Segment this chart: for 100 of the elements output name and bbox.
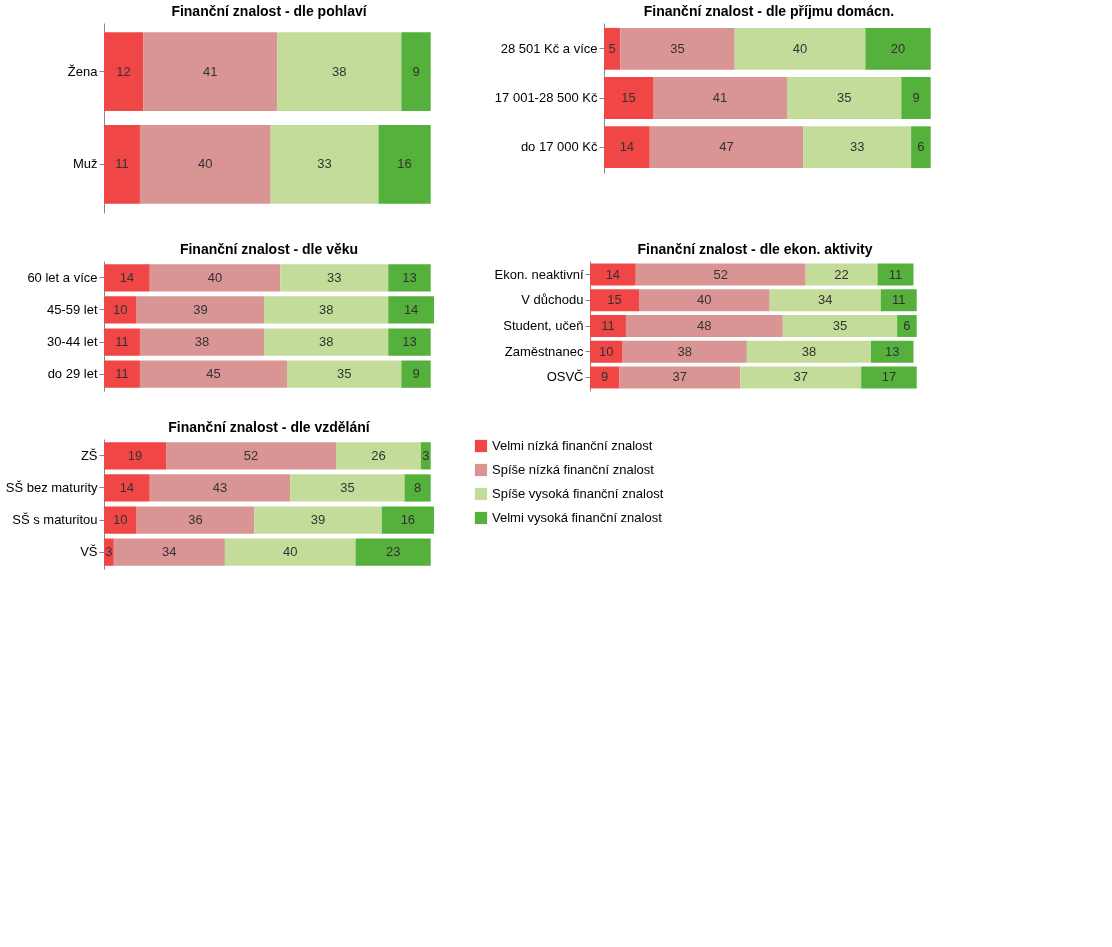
- chart-title: Finanční znalost - dle pohlaví: [171, 3, 368, 19]
- bar: [270, 124, 379, 204]
- chart-title: Finanční znalost - dle věku: [179, 241, 359, 257]
- bar: [805, 263, 878, 286]
- bar: [104, 296, 137, 324]
- data-label: 33: [849, 139, 865, 155]
- data-label: 16: [397, 156, 412, 172]
- data-label: 35: [670, 40, 685, 56]
- data-label: 13: [884, 343, 900, 359]
- data-label: 10: [113, 301, 128, 317]
- bar: [635, 263, 806, 286]
- data-label: 48: [697, 318, 712, 333]
- y-tick-label: Ekon. neaktivní: [494, 266, 584, 282]
- y-tick-label: do 29 let: [47, 366, 98, 382]
- bar: [865, 27, 931, 70]
- bar: [604, 27, 621, 70]
- data-label: 40: [198, 156, 213, 172]
- bar: [139, 328, 265, 356]
- bar: [355, 538, 431, 566]
- bar: [388, 296, 434, 324]
- bar: [870, 340, 914, 363]
- chart-title: Finanční znalost - dle příjmu domácn.: [643, 3, 895, 19]
- bar: [388, 264, 431, 292]
- data-label: 10: [113, 512, 128, 528]
- bar: [604, 126, 650, 169]
- data-label: 11: [601, 318, 615, 333]
- data-label: 38: [318, 301, 334, 317]
- data-label: 6: [903, 318, 911, 333]
- bar: [143, 32, 278, 112]
- data-label: 37: [672, 369, 688, 385]
- data-label: 8: [414, 479, 422, 495]
- bar: [401, 360, 431, 388]
- data-label: 39: [193, 301, 208, 317]
- bar: [604, 77, 654, 119]
- y-tick-label: ZŠ: [80, 447, 98, 463]
- data-label: 40: [792, 40, 808, 56]
- bar: [901, 77, 931, 119]
- bar: [104, 506, 137, 534]
- bar: [104, 32, 144, 112]
- bar: [104, 124, 140, 204]
- y-tick-label: 60 let a více: [27, 269, 98, 285]
- bar: [104, 360, 140, 388]
- bar: [136, 296, 265, 324]
- bar: [590, 289, 640, 312]
- bar: [149, 264, 281, 292]
- data-label: 47: [719, 139, 734, 155]
- data-label: 11: [115, 156, 129, 172]
- data-label: 14: [605, 266, 621, 282]
- data-label: 13: [402, 269, 417, 285]
- bar: [639, 289, 770, 312]
- data-label: 11: [115, 334, 129, 350]
- data-label: 52: [713, 266, 728, 282]
- y-tick-label: Muž: [72, 156, 98, 172]
- y-tick-label: V důchodu: [521, 292, 584, 308]
- bar: [104, 328, 140, 356]
- bar: [653, 77, 787, 119]
- bar: [139, 360, 287, 388]
- data-label: 41: [202, 63, 218, 79]
- bar: [404, 474, 431, 502]
- y-tick-label: SŠ bez maturity: [5, 479, 98, 495]
- bar: [166, 442, 336, 470]
- data-label: 35: [836, 90, 852, 105]
- data-label: 15: [621, 90, 636, 105]
- data-label: 17: [881, 369, 897, 385]
- data-label: 40: [697, 292, 712, 308]
- bar: [104, 442, 167, 470]
- bar: [113, 538, 225, 566]
- bar: [388, 328, 431, 356]
- data-label: 38: [194, 334, 210, 350]
- legend-label: Spíše nízká finanční znalost: [492, 462, 655, 477]
- data-label: 13: [402, 334, 417, 350]
- data-label: 14: [119, 479, 135, 495]
- data-label: 41: [712, 90, 728, 105]
- legend-label: Velmi nízká finanční znalost: [492, 438, 653, 453]
- bar: [224, 538, 356, 566]
- data-label: 12: [116, 63, 131, 79]
- bar: [290, 474, 405, 502]
- y-tick-label: 30-44 let: [46, 334, 98, 350]
- chart-title: Finanční znalost - dle ekon. aktivity: [637, 241, 873, 257]
- data-label: 3: [105, 544, 113, 560]
- bar: [734, 27, 866, 70]
- bar: [803, 126, 912, 169]
- data-label: 5: [608, 40, 616, 56]
- bar: [897, 315, 917, 337]
- data-label: 11: [892, 292, 906, 308]
- bar: [590, 263, 636, 286]
- data-label: 22: [834, 266, 849, 282]
- bar: [590, 315, 626, 337]
- data-label: 14: [119, 269, 135, 285]
- bar: [619, 366, 741, 389]
- data-label: 6: [917, 139, 925, 155]
- bar: [277, 32, 402, 112]
- data-label: 33: [327, 269, 342, 285]
- bar: [782, 315, 898, 337]
- bar: [769, 289, 881, 312]
- y-tick-label: 45-59 let: [46, 301, 98, 317]
- bar: [286, 360, 402, 388]
- data-label: 40: [283, 544, 298, 560]
- bar: [378, 124, 431, 204]
- bar: [280, 264, 389, 292]
